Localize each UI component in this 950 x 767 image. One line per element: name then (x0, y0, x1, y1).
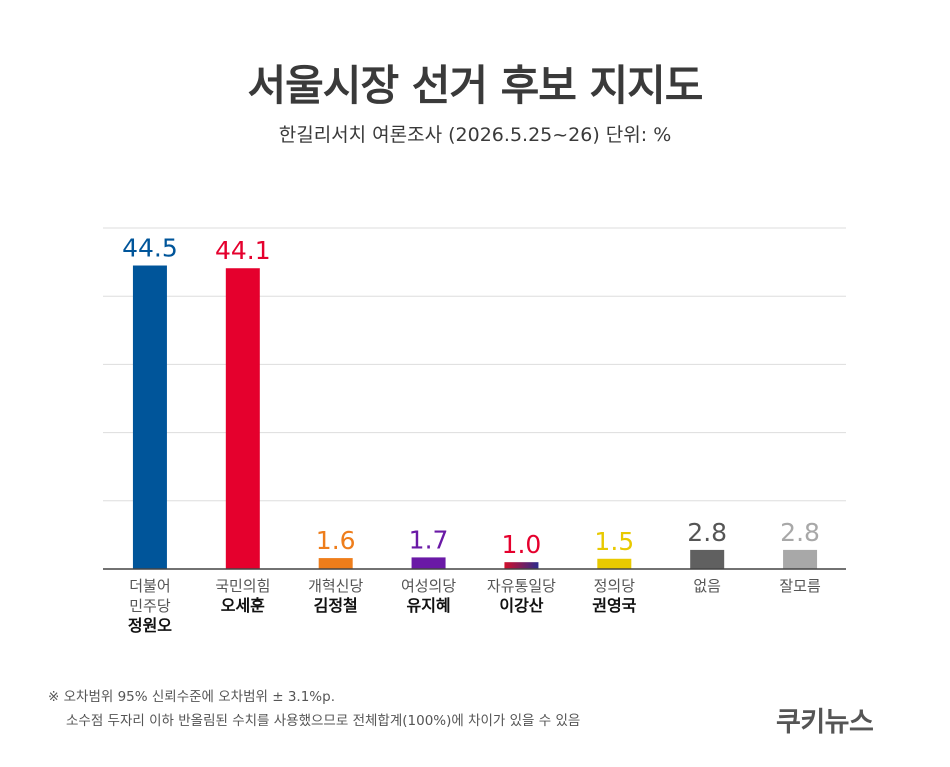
value-label: 1.0 (502, 530, 542, 559)
bar (783, 549, 818, 569)
chart-title: 서울시장 선거 후보 지지도 (247, 61, 704, 110)
tick-label-party: 여성의당 (401, 577, 456, 595)
tick-label-candidate: 오세훈 (221, 596, 265, 615)
bar (318, 558, 353, 569)
tick-label-party: 민주당 (129, 597, 171, 615)
tick-label-candidate: 정원오 (128, 616, 172, 635)
footnote-line-1: ※ 오차범위 95% 신뢰수준에 오차범위 ± 3.1%p. (48, 689, 335, 705)
tick-label-candidate: 유지혜 (406, 596, 450, 615)
value-label: 2.8 (780, 518, 820, 547)
brand-logo: 쿠키뉴스 (776, 707, 874, 738)
bar (597, 558, 632, 569)
bar (690, 549, 725, 569)
value-label: 1.6 (316, 526, 356, 555)
tick-label-party: 잘모름 (779, 577, 821, 595)
tick-label-party: 없음 (693, 577, 721, 595)
tick-label-party: 더불어 (129, 577, 170, 595)
tick-label-party: 국민의힘 (215, 577, 270, 595)
footnote: ※ 오차범위 95% 신뢰수준에 오차범위 ± 3.1%p. 소수점 두자리 이… (48, 685, 580, 733)
value-label: 1.7 (409, 525, 449, 554)
value-label: 44.5 (122, 234, 178, 263)
value-label: 44.1 (215, 236, 271, 265)
bar (411, 557, 446, 569)
tick-label-candidate: 이강산 (499, 596, 543, 615)
tick-label-party: 자유통일당 (487, 577, 556, 595)
footnote-line-2: 소수점 두자리 이하 반올림된 수치를 사용했으므로 전체합계(100%)에 차… (66, 713, 581, 729)
value-label: 1.5 (594, 527, 634, 556)
bar (504, 562, 539, 569)
tick-label-party: 정의당 (594, 577, 636, 595)
bar (132, 265, 167, 569)
tick-label-candidate: 김정철 (314, 596, 358, 615)
tick-label-party: 개혁신당 (308, 577, 363, 595)
chart-subtitle: 한길리서치 여론조사 (2026.5.25~26) 단위: % (278, 124, 672, 146)
bar (225, 268, 260, 569)
value-label: 2.8 (687, 518, 727, 547)
tick-label-candidate: 권영국 (592, 596, 636, 615)
